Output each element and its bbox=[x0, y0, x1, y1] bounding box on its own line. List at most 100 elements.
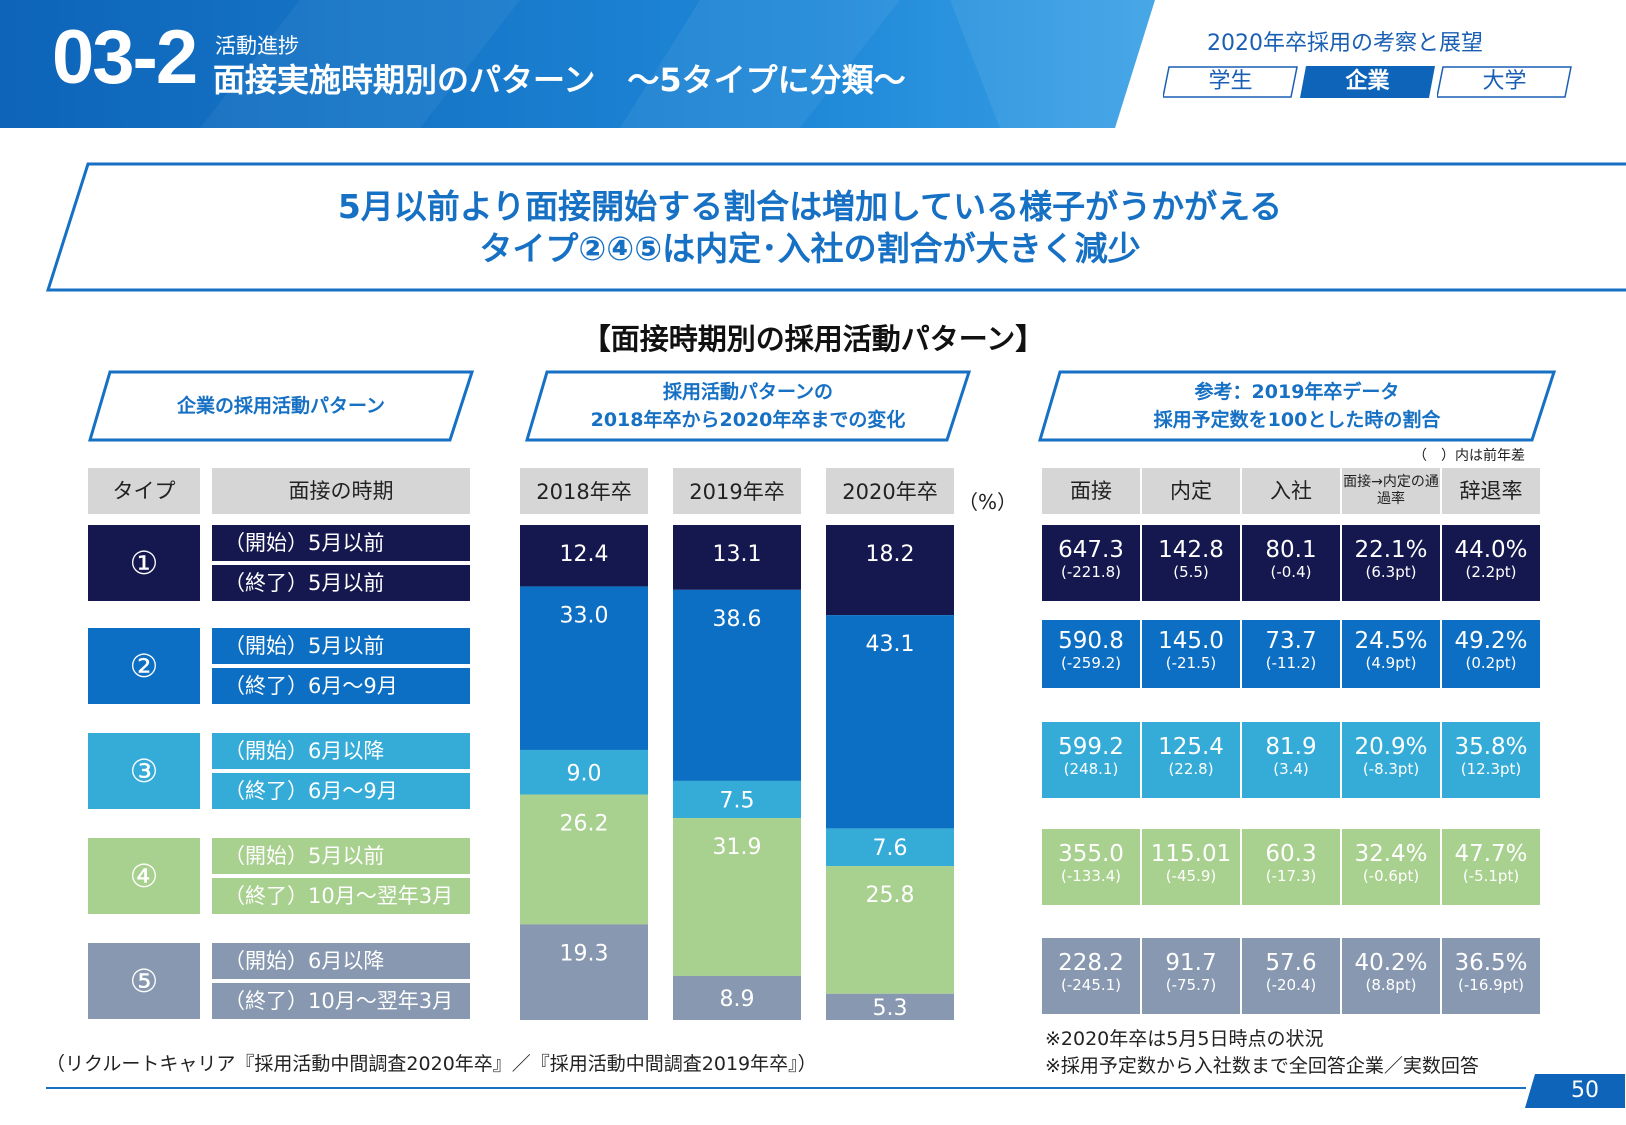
middle-section-frame bbox=[525, 370, 971, 442]
data-cell: 590.8 (-259.2) bbox=[1042, 620, 1140, 688]
bar-segment bbox=[673, 975, 801, 1020]
type-3-start: （開始）6月以降 bbox=[212, 733, 470, 769]
tab-company[interactable]: 企業 bbox=[1300, 66, 1435, 98]
tab-student[interactable]: 学生 bbox=[1163, 66, 1298, 98]
bar-value-label: 43.1 bbox=[866, 632, 915, 657]
data-cell: 647.3 (-221.8) bbox=[1042, 525, 1140, 601]
data-cell-diff: (-245.1) bbox=[1060, 976, 1122, 994]
data-cell-value: 91.7 bbox=[1165, 950, 1217, 976]
source-note: （リクルートキャリア『採用活動中間調査2020年卒』／『採用活動中間調査2019… bbox=[46, 1053, 817, 1075]
data-cell-value: 228.2 bbox=[1058, 950, 1124, 976]
footnote-2: ※採用予定数から入社数まで全回答企業／実数回答 bbox=[1045, 1055, 1479, 1077]
data-cell-diff: (-221.8) bbox=[1060, 563, 1122, 581]
type-3-badge: ③ bbox=[88, 733, 200, 809]
type-1-badge: ① bbox=[88, 525, 200, 601]
bar-value-label: 26.2 bbox=[560, 812, 609, 837]
tab-company-label: 企業 bbox=[1345, 69, 1390, 94]
data-cell-value: 60.3 bbox=[1265, 841, 1317, 867]
bar-segment bbox=[520, 586, 648, 750]
data-cell-value: 44.0% bbox=[1454, 537, 1528, 563]
bar-value-label: 33.0 bbox=[560, 603, 609, 628]
bar-segment bbox=[826, 993, 954, 1020]
data-cell: 47.7% (-5.1pt) bbox=[1442, 829, 1540, 905]
data-cell: 73.7 (-11.2) bbox=[1242, 620, 1340, 688]
data-cell: 57.6 (-20.4) bbox=[1242, 938, 1340, 1014]
section-subtitle: 活動進捗 bbox=[215, 34, 299, 58]
data-cell-value: 32.4% bbox=[1354, 841, 1428, 867]
data-cell-diff: (-16.9pt) bbox=[1458, 976, 1524, 994]
bar-value-label: 19.3 bbox=[560, 941, 609, 966]
data-cell-diff: (-11.2) bbox=[1265, 654, 1317, 672]
type-1-start: （開始）5月以前 bbox=[212, 525, 470, 561]
data-cell-diff: (248.1) bbox=[1063, 760, 1119, 778]
middle-section-label-1: 採用活動パターンの bbox=[662, 381, 834, 403]
data-cell-value: 590.8 bbox=[1058, 628, 1124, 654]
right-section-label-1: 参考：2019年卒データ bbox=[1194, 381, 1400, 403]
middle-section-label-2: 2018年卒から2020年卒までの変化 bbox=[590, 409, 906, 431]
data-cell: 599.2 (248.1) bbox=[1042, 722, 1140, 798]
data-cell: 49.2% (0.2pt) bbox=[1442, 620, 1540, 688]
data-cell: 228.2 (-245.1) bbox=[1042, 938, 1140, 1014]
bar-segment bbox=[520, 749, 648, 795]
bar-segment bbox=[673, 589, 801, 781]
bar-value-label: 18.2 bbox=[866, 542, 915, 567]
data-cell-diff: (-0.6pt) bbox=[1362, 867, 1420, 885]
data-cell-diff: (-133.4) bbox=[1060, 867, 1122, 885]
left-section-label: 企業の採用活動パターン bbox=[176, 395, 386, 417]
right-section-note: （ ）内は前年差 bbox=[1413, 448, 1525, 464]
data-cell: 22.1% (6.3pt) bbox=[1342, 525, 1440, 601]
type-4-badge: ④ bbox=[88, 838, 200, 914]
data-cell-diff: (0.2pt) bbox=[1465, 654, 1517, 672]
tab-university[interactable]: 大学 bbox=[1437, 66, 1572, 98]
data-cell-diff: (-45.9) bbox=[1165, 867, 1217, 885]
section-number: 03-2 bbox=[52, 15, 198, 100]
type-2-badge: ② bbox=[88, 628, 200, 704]
data-cell: 20.9% (-8.3pt) bbox=[1342, 722, 1440, 798]
bar-value-label: 7.5 bbox=[720, 788, 755, 813]
data-cell-value: 49.2% bbox=[1454, 628, 1528, 654]
data-cell-value: 40.2% bbox=[1354, 950, 1428, 976]
bar-segment bbox=[826, 615, 954, 829]
bar-category-header bbox=[826, 468, 954, 514]
stacked-bar-chart: 2018年卒 12.4 33.0 9.0 26.2 19.3 2019年卒 13.1 38.6 7… bbox=[520, 468, 1015, 1021]
col-header-type: タイプ bbox=[88, 468, 200, 514]
bar-segment bbox=[520, 525, 648, 587]
data-cell-value: 24.5% bbox=[1354, 628, 1428, 654]
bar-value-label: 12.4 bbox=[560, 542, 609, 567]
data-cell: 145.0 (-21.5) bbox=[1142, 620, 1240, 688]
bar-category-label: 2020年卒 bbox=[842, 480, 937, 504]
data-cell-diff: (-259.2) bbox=[1060, 654, 1122, 672]
bar-segment bbox=[673, 780, 801, 819]
data-cell-value: 599.2 bbox=[1058, 734, 1124, 760]
headline-line-2: タイプ②④⑤は内定･入社の割合が大きく減少 bbox=[479, 229, 1141, 268]
data-cell-diff: (-5.1pt) bbox=[1462, 867, 1520, 885]
data-cell-diff: (22.8) bbox=[1168, 760, 1214, 778]
data-cell-value: 20.9% bbox=[1354, 734, 1428, 760]
data-cell-value: 80.1 bbox=[1265, 537, 1317, 563]
col-header-pass-rate: 面接→内定の通過率 bbox=[1342, 468, 1440, 514]
col-header-period: 面接の時期 bbox=[212, 468, 470, 514]
chart-title: 【面接時期別の採用活動パターン】 bbox=[581, 322, 1045, 356]
right-section-frame bbox=[1038, 370, 1556, 442]
data-cell-value: 73.7 bbox=[1265, 628, 1317, 654]
bar-segment bbox=[826, 866, 954, 994]
series-title: 2020年卒採用の考察と展望 bbox=[1207, 31, 1483, 56]
bar-segment bbox=[520, 924, 648, 1020]
data-cell-value: 22.1% bbox=[1354, 537, 1428, 563]
tab-student-label: 学生 bbox=[1208, 69, 1253, 94]
type-5-end: （終了）10月～翌年3月 bbox=[212, 983, 470, 1019]
data-cell-value: 145.0 bbox=[1158, 628, 1224, 654]
chart-unit-label: （%） bbox=[958, 490, 1015, 514]
bar-value-label: 31.9 bbox=[713, 835, 762, 860]
type-5-start: （開始）6月以降 bbox=[212, 943, 470, 979]
page-number: 50 bbox=[1571, 1078, 1599, 1103]
data-cell: 44.0% (2.2pt) bbox=[1442, 525, 1540, 601]
data-cell-value: 36.5% bbox=[1454, 950, 1528, 976]
bar-value-label: 9.0 bbox=[567, 761, 602, 786]
data-cell-diff: (3.4) bbox=[1273, 760, 1309, 778]
data-cell: 80.1 (-0.4) bbox=[1242, 525, 1340, 601]
data-cell-diff: (-20.4) bbox=[1265, 976, 1317, 994]
col-header-offer: 内定 bbox=[1142, 468, 1240, 514]
data-cell-value: 81.9 bbox=[1265, 734, 1317, 760]
type-4-end: （終了）10月～翌年3月 bbox=[212, 878, 470, 914]
